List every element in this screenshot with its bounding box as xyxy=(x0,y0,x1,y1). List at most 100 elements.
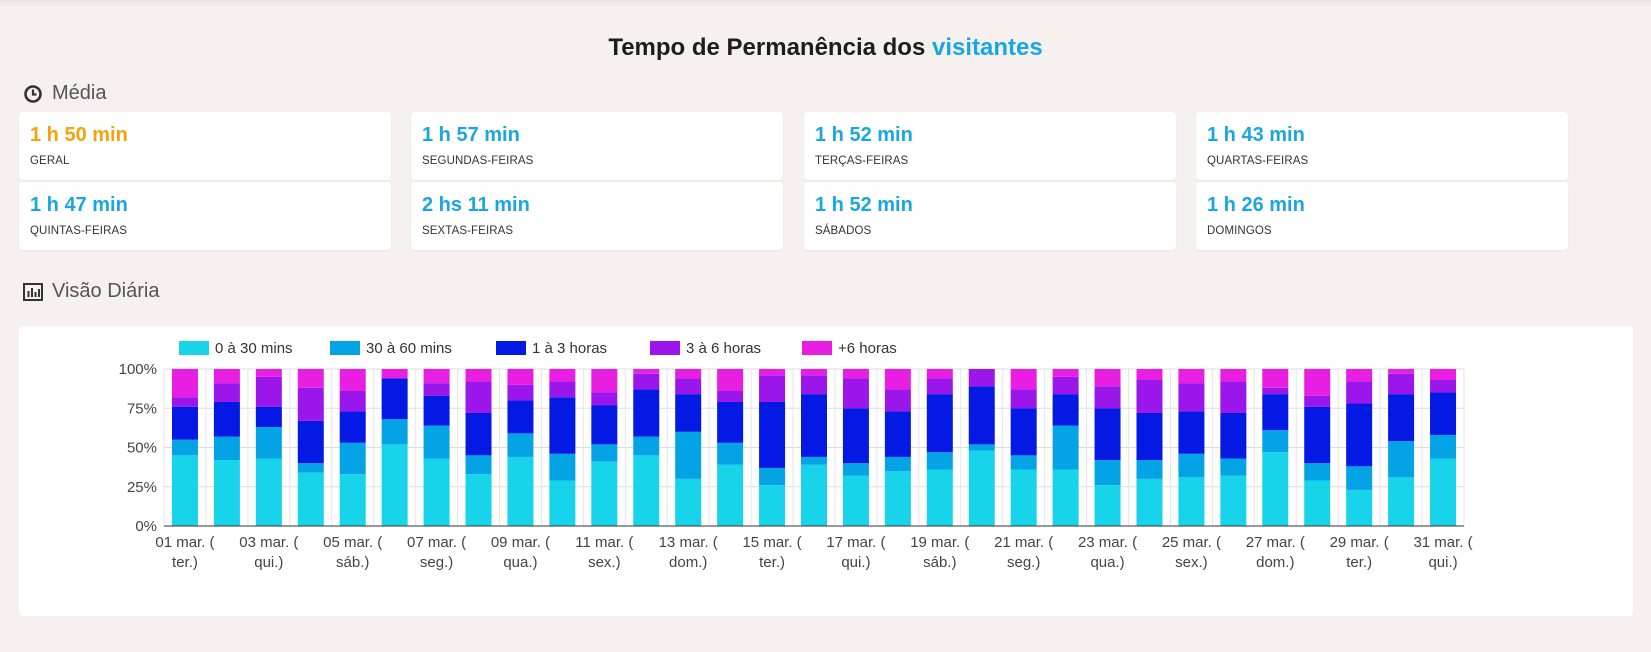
legend-label: 0 à 30 mins xyxy=(215,340,293,357)
bar-segment xyxy=(1388,441,1415,478)
y-tick-label: 75% xyxy=(127,400,157,417)
bar-segment xyxy=(926,378,953,395)
bar-segment xyxy=(1178,411,1205,454)
bar-segment xyxy=(423,425,450,459)
page-title-highlight: visitantes xyxy=(931,34,1043,61)
bar-segment xyxy=(549,397,576,454)
bar-segment xyxy=(1010,455,1037,470)
bar-segment xyxy=(507,456,534,526)
x-tick-label: 25 mar. (sex.) xyxy=(1162,534,1221,571)
bar-segment xyxy=(1346,403,1373,467)
bar-segment xyxy=(381,419,408,445)
x-tick-label: 09 mar. (qua.) xyxy=(491,534,550,571)
bar-segment xyxy=(968,444,995,451)
bar-segment xyxy=(633,455,660,526)
bar-segment xyxy=(1388,394,1415,442)
bar-segment xyxy=(884,471,911,526)
bar-segment xyxy=(1178,453,1205,478)
y-tick-label: 25% xyxy=(127,479,157,496)
bar-segment xyxy=(381,378,408,420)
bar-segment xyxy=(213,369,240,384)
bar-segment xyxy=(171,455,198,526)
y-tick-label: 100% xyxy=(119,361,157,378)
bar-segment xyxy=(1010,408,1037,456)
bar-segment xyxy=(1052,469,1079,526)
bar-segment xyxy=(423,383,450,396)
bar-segment xyxy=(675,378,702,395)
x-tick-label: 05 mar. (sáb.) xyxy=(323,534,382,571)
bar-segment xyxy=(297,369,324,388)
bar-segment xyxy=(717,369,744,391)
bar-segment xyxy=(926,452,953,470)
bar-chart-icon xyxy=(23,282,43,301)
bar-segment xyxy=(423,395,450,426)
bar-segment xyxy=(255,406,282,428)
top-shadow xyxy=(0,0,1651,8)
bar-segment xyxy=(717,442,744,465)
bar-segment xyxy=(842,369,869,379)
bar-segment xyxy=(1388,477,1415,526)
bar-segment xyxy=(1220,412,1247,459)
bar-segment xyxy=(1094,460,1121,486)
bar-segment xyxy=(213,436,240,461)
bar-segment xyxy=(1262,394,1289,431)
bar-segment xyxy=(507,384,534,401)
bar-segment xyxy=(465,369,492,382)
bar-segment xyxy=(465,474,492,526)
bar-segment xyxy=(549,381,576,398)
bar-segment xyxy=(884,411,911,457)
bar-segment xyxy=(801,456,827,465)
legend-swatch xyxy=(802,341,832,355)
bar-segment xyxy=(1262,369,1289,388)
bar-segment xyxy=(171,406,198,440)
bar-segment xyxy=(1136,412,1163,461)
bar-segment xyxy=(926,469,953,526)
bar-segment xyxy=(465,412,492,456)
x-tick-label: 21 mar. (seg.) xyxy=(994,534,1053,571)
legend-label: +6 horas xyxy=(838,340,897,357)
bar-segment xyxy=(1136,369,1163,380)
bar-segment xyxy=(717,464,744,526)
bar-segment xyxy=(339,369,366,391)
bar-segment xyxy=(884,369,911,390)
bar-segment xyxy=(423,369,450,384)
bar-segment xyxy=(339,474,366,526)
bar-segment xyxy=(339,411,366,443)
bar-segment xyxy=(1052,425,1079,470)
bar-segment xyxy=(213,401,240,437)
avg-card-value: 1 h 52 min xyxy=(815,194,913,216)
avg-card-quartas: 1 h 43 min QUARTAS-FEIRAS xyxy=(1196,112,1568,180)
bar-segment xyxy=(1262,387,1289,395)
bar-segment xyxy=(1220,369,1247,382)
avg-card-label: GERAL xyxy=(30,155,70,167)
avg-card-label: SÁBADOS xyxy=(815,225,872,237)
bar-segment xyxy=(1094,485,1121,526)
x-tick-label: 23 mar. (qua.) xyxy=(1078,534,1137,571)
bar-segment xyxy=(549,480,576,526)
avg-card-sextas: 2 hs 11 min SEXTAS-FEIRAS xyxy=(411,182,783,250)
bar-segment xyxy=(1136,460,1163,479)
legend-label: 30 à 60 mins xyxy=(366,340,452,357)
bar-segment xyxy=(549,453,576,481)
bar-segment xyxy=(1010,369,1037,390)
section-title-media: Média xyxy=(23,82,106,105)
bar-segment xyxy=(297,420,324,464)
x-tick-label: 13 mar. (dom.) xyxy=(659,534,718,571)
bar-segment xyxy=(1430,379,1457,393)
bar-segment xyxy=(255,458,282,526)
bar-segment xyxy=(1304,369,1331,396)
section-title-media-text: Média xyxy=(52,82,107,104)
avg-card-value: 1 h 26 min xyxy=(1207,194,1305,216)
bar-segment xyxy=(1094,386,1121,409)
bar-segment xyxy=(1304,480,1331,526)
bar-segment xyxy=(1388,373,1415,395)
bar-segment xyxy=(801,369,827,376)
x-tick-label: 03 mar. (qui.) xyxy=(239,534,298,571)
x-tick-label: 01 mar. (ter.) xyxy=(155,534,214,571)
avg-card-label: TERÇAS-FEIRAS xyxy=(815,155,909,167)
section-title-visao-text: Visão Diária xyxy=(52,280,160,302)
daily-stacked-bar-chart: 0 à 30 mins 30 à 60 mins 1 à 3 horas 3 à 6 … xyxy=(119,340,1473,571)
bar-segment xyxy=(1010,469,1037,526)
bar-segment xyxy=(255,427,282,459)
bar-segment xyxy=(339,390,366,412)
